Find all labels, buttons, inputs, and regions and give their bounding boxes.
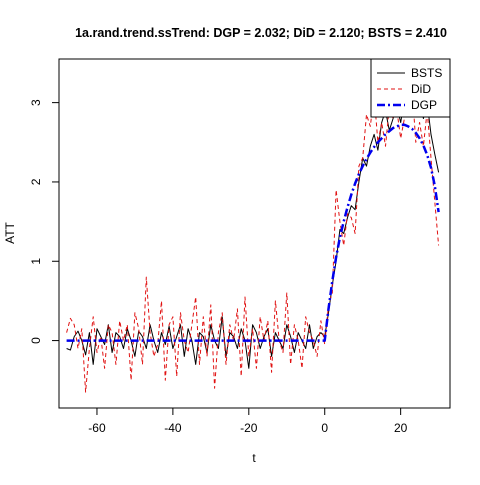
- x-axis: -60 -40 -20 0 20: [88, 407, 408, 435]
- x-tick-label: 0: [321, 421, 328, 435]
- series-layer: [66, 86, 440, 393]
- y-axis: 0 1 2 3: [29, 99, 60, 344]
- legend-label-dgp: DGP: [411, 98, 437, 112]
- legend-label-bsts: BSTS: [411, 66, 442, 80]
- chart-title: 1a.rand.trend.ssTrend: DGP = 2.032; DiD …: [75, 26, 447, 40]
- series-line-bsts: [66, 86, 440, 369]
- y-tick-label: 3: [29, 99, 43, 106]
- series-line-did: [66, 86, 440, 393]
- x-tick-label: -20: [240, 421, 258, 435]
- legend-label-did: DiD: [411, 82, 431, 96]
- series-line-dgp: [66, 123, 440, 342]
- y-tick-label: 2: [29, 178, 43, 185]
- x-axis-label: t: [252, 451, 256, 465]
- x-tick-label: -60: [88, 421, 106, 435]
- x-tick-label: -40: [164, 421, 182, 435]
- legend-box: [370, 58, 451, 118]
- y-axis-label: ATT: [3, 221, 17, 243]
- y-tick-label: 0: [29, 337, 43, 344]
- x-tick-label: 20: [394, 421, 408, 435]
- y-tick-label: 1: [29, 258, 43, 265]
- legend: BSTS DiD DGP: [370, 58, 451, 118]
